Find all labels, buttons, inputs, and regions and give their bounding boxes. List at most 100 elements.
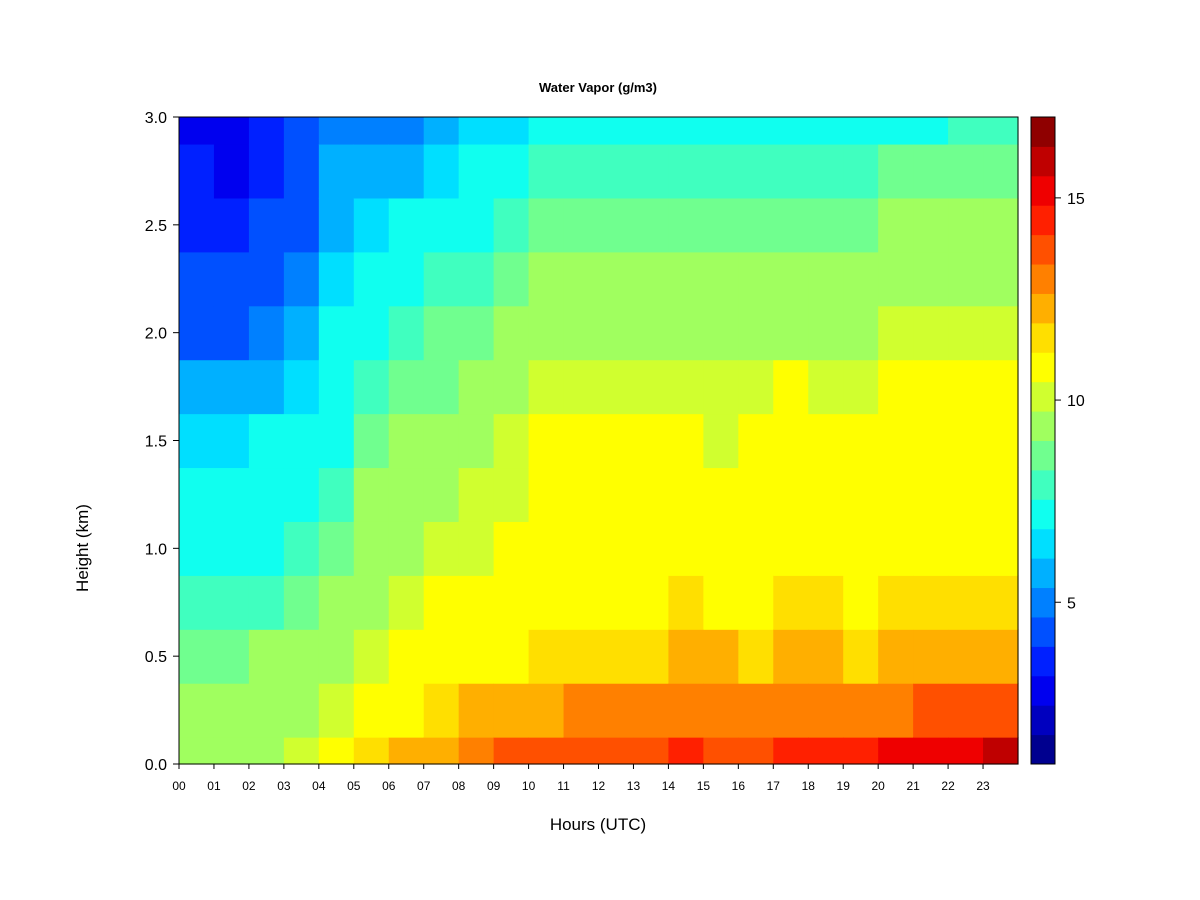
heatmap-cell	[598, 143, 635, 199]
heatmap-cell	[948, 467, 984, 522]
heatmap-cell	[318, 521, 355, 576]
x-tick-label: 12	[592, 779, 606, 793]
heatmap-cell	[318, 575, 355, 630]
heatmap-cell	[703, 143, 739, 199]
heatmap-cell	[913, 467, 949, 522]
heatmap-cell	[633, 575, 670, 630]
colorbar-tick-label: 15	[1067, 191, 1085, 208]
chart-title: Water Vapor (g/m3)	[539, 80, 657, 95]
heatmap-cell	[353, 305, 390, 361]
heatmap-cell	[493, 521, 530, 576]
heatmap-cell	[563, 521, 600, 576]
heatmap-cell	[179, 197, 215, 253]
heatmap-cell	[458, 413, 495, 469]
colorbar-swatch	[1031, 264, 1055, 294]
heatmap-cell	[878, 251, 914, 307]
heatmap-cell	[668, 143, 704, 199]
heatmap-cell	[878, 143, 914, 199]
heatmap-cell	[773, 359, 809, 415]
heatmap-cell	[843, 683, 879, 738]
heatmap-cell	[388, 117, 425, 145]
heatmap-cell	[738, 575, 774, 630]
heatmap-cell	[388, 251, 425, 307]
x-tick-label: 14	[662, 779, 676, 793]
heatmap-cell	[773, 737, 809, 765]
heatmap-cell	[563, 413, 600, 469]
x-tick-label: 15	[697, 779, 711, 793]
heatmap-cell	[773, 575, 809, 630]
heatmap-cell	[598, 359, 635, 415]
x-tick-label: 01	[207, 779, 221, 793]
heatmap-cell	[878, 117, 914, 145]
heatmap-cell	[248, 467, 285, 522]
heatmap-cell	[983, 143, 1019, 199]
x-tick-label: 23	[976, 779, 990, 793]
heatmap-cell	[598, 629, 635, 684]
heatmap-cell	[318, 359, 355, 415]
x-axis-label: Hours (UTC)	[550, 815, 646, 834]
heatmap-cell	[283, 521, 320, 576]
colorbar-swatch	[1031, 205, 1055, 236]
colorbar-swatch	[1031, 528, 1055, 559]
heatmap-cell	[528, 197, 565, 253]
heatmap-cell	[353, 575, 390, 630]
heatmap-cell	[983, 413, 1019, 469]
heatmap-cell	[598, 467, 635, 522]
heatmap-cell	[179, 117, 215, 145]
heatmap-cell	[668, 413, 704, 469]
heatmap-cell	[808, 521, 844, 576]
heatmap-cell	[493, 197, 530, 253]
heatmap-cell	[528, 737, 565, 765]
heatmap-cell	[563, 117, 600, 145]
heatmap-cell	[773, 143, 809, 199]
heatmap-cell	[808, 413, 844, 469]
heatmap-cell	[633, 143, 670, 199]
heatmap-cell	[458, 117, 495, 145]
heatmap-cell	[283, 413, 320, 469]
heatmap-cell	[423, 413, 460, 469]
heatmap-cell	[528, 575, 565, 630]
heatmap-cell	[563, 683, 600, 738]
heatmap-cell	[318, 413, 355, 469]
heatmap-cell	[179, 143, 215, 199]
heatmap-cell	[598, 737, 635, 765]
heatmap-cell	[353, 467, 390, 522]
heatmap-cell	[493, 575, 530, 630]
y-axis-label: Height (km)	[73, 504, 92, 592]
colorbar-swatch	[1031, 293, 1055, 324]
heatmap-cell	[563, 575, 600, 630]
heatmap-cell	[668, 251, 704, 307]
heatmap-cell	[353, 117, 390, 145]
heatmap-cell	[878, 683, 914, 738]
colorbar-swatch	[1031, 234, 1055, 265]
heatmap-cell	[423, 359, 460, 415]
heatmap-cell	[598, 305, 635, 361]
heatmap-cell	[318, 737, 355, 765]
heatmap-cell	[213, 251, 250, 307]
y-tick-label: 2.5	[145, 218, 167, 235]
heatmap-cell	[913, 251, 949, 307]
heatmap-cell	[633, 251, 670, 307]
heatmap-cell	[423, 521, 460, 576]
heatmap-cell	[179, 251, 215, 307]
heatmap-cell	[353, 629, 390, 684]
heatmap-cell	[353, 197, 390, 253]
heatmap-cell	[493, 737, 530, 765]
heatmap-cell	[948, 521, 984, 576]
heatmap-cell	[318, 305, 355, 361]
heatmap-cell	[738, 737, 774, 765]
heatmap-cell	[878, 305, 914, 361]
heatmap-cell	[423, 117, 460, 145]
heatmap-cell	[423, 575, 460, 630]
heatmap-cell	[423, 629, 460, 684]
heatmap-cell	[773, 117, 809, 145]
heatmap-cell	[563, 629, 600, 684]
heatmap-cell	[318, 467, 355, 522]
heatmap-cell	[983, 467, 1019, 522]
heatmap-cell	[808, 305, 844, 361]
heatmap-cell	[878, 197, 914, 253]
heatmap-cell	[948, 413, 984, 469]
heatmap-cell	[878, 521, 914, 576]
heatmap-cell	[808, 737, 844, 765]
x-tick-label: 03	[277, 779, 291, 793]
